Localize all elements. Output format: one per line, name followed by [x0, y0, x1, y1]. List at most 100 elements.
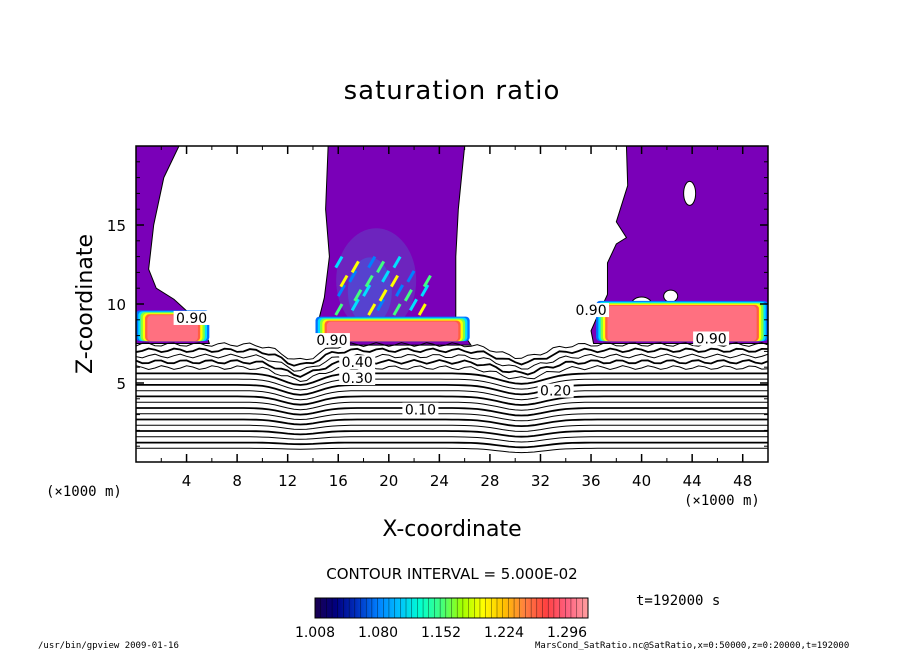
- contour-line: [136, 436, 768, 443]
- clear-hole-3: [663, 289, 679, 303]
- supersaturated-inner: [347, 257, 392, 326]
- contour-label: 0.10: [405, 403, 436, 419]
- clear-hole-1: [683, 180, 697, 206]
- contour-label: 0.20: [540, 384, 571, 400]
- contour-line: [136, 390, 768, 401]
- contour-interval-label: CONTOUR INTERVAL = 5.000E-02: [326, 565, 578, 583]
- contour-label: 0.90: [316, 333, 347, 349]
- x-tick-label: 48: [733, 472, 752, 490]
- contour-line: [136, 365, 768, 383]
- contour-line: [136, 418, 768, 428]
- plume-speckle: [367, 255, 377, 269]
- contour-line: [136, 395, 768, 406]
- plume-speckle: [378, 289, 388, 302]
- contour-line: [136, 384, 768, 396]
- contour-line: [136, 358, 768, 378]
- x-tick-label: 40: [632, 472, 651, 490]
- contour-line: [136, 447, 768, 454]
- x-tick-label: 20: [379, 472, 398, 490]
- y-axis-ticks: 5 10 15: [107, 161, 768, 447]
- plume-speckle: [392, 303, 402, 316]
- plume-speckle: [348, 270, 358, 283]
- saturated-region-3: [590, 146, 768, 344]
- colorbar-ticks: 1.008 1.080 1.152 1.224 1.296: [295, 625, 587, 641]
- chart-title: saturation ratio: [343, 76, 561, 106]
- x-tick-label: 24: [430, 472, 449, 490]
- contour-line: [136, 441, 768, 449]
- plume-speckle: [336, 284, 346, 297]
- plume-speckle: [417, 303, 427, 316]
- plume-speckle: [408, 298, 418, 312]
- plume-speckle: [381, 270, 391, 283]
- x-tick-label: 16: [329, 472, 348, 490]
- contour-line: [136, 378, 768, 391]
- contour-line: [136, 372, 768, 386]
- x-tick-label: 8: [232, 472, 242, 490]
- cloud-base-layer-3-6: [607, 305, 757, 342]
- plume-speckle: [422, 274, 432, 288]
- colorbar-stripes: [320, 598, 583, 618]
- x-axis-title: X-coordinate: [382, 517, 521, 542]
- y-tick-label: 10: [107, 296, 126, 314]
- x-tick-label: 12: [278, 472, 297, 490]
- y-tick-label: 5: [116, 375, 126, 393]
- contour-line: [136, 424, 768, 432]
- plume-speckle: [392, 255, 402, 269]
- colorbar-tick-label: 1.008: [295, 625, 335, 641]
- x-tick-label: 44: [683, 472, 702, 490]
- y-axis-title: Z-coordinate: [73, 234, 98, 374]
- plume-speckle: [376, 298, 386, 312]
- time-label: t=192000 s: [636, 593, 721, 609]
- contour-line: [136, 430, 768, 438]
- plume-speckle: [367, 303, 377, 316]
- contour-label-bg: [693, 331, 730, 346]
- plume-speckle: [362, 284, 372, 297]
- plume-speckle: [334, 303, 344, 316]
- colorbar-tick-label: 1.152: [421, 625, 461, 641]
- x-tick-label: 4: [182, 472, 192, 490]
- x-unit-label-left: (×1000 m): [46, 484, 122, 500]
- contour-label-bg: [402, 402, 439, 417]
- plume-speckle: [403, 289, 413, 302]
- contour-line: [136, 407, 768, 417]
- cloud-base-layer-2-6: [326, 321, 459, 342]
- colorbar-tick-label: 1.296: [547, 625, 587, 641]
- contour-line: [136, 347, 768, 367]
- contour-label-bg: [573, 303, 610, 318]
- plume-speckle: [420, 284, 430, 297]
- contour-label: 0.90: [575, 303, 606, 319]
- contour-label-bg: [173, 310, 210, 325]
- contour-line: [136, 342, 768, 361]
- colorbar-tick-label: 1.224: [484, 625, 524, 641]
- plot-content: 0.10 0.20 0.300.40 0.90 0.90 0.90 0.90: [136, 146, 768, 454]
- colorbar-tick-label: 1.080: [358, 625, 398, 641]
- contour-label: 0.30: [342, 371, 373, 387]
- plume-speckle: [364, 274, 374, 288]
- plume-speckle: [390, 274, 399, 288]
- x-axis-ticks: 4 8 12 16 20 24 28 32 36 40 44 48: [160, 146, 752, 490]
- contour-label-bg: [313, 333, 350, 348]
- contour-label-bg: [339, 371, 376, 385]
- plume-speckle: [406, 270, 416, 283]
- x-tick-label: 28: [480, 472, 499, 490]
- plume-speckle: [334, 255, 344, 269]
- contour-label-bg: [537, 383, 574, 398]
- contour-label: 0.40: [342, 355, 373, 371]
- footer-data-source: MarsCond_SatRatio.nc@SatRatio,x=0:50000,…: [535, 641, 850, 651]
- x-tick-label: 32: [531, 472, 550, 490]
- contour-line: [136, 413, 768, 422]
- contour-label-bg: [339, 355, 376, 370]
- plume-speckle: [376, 260, 386, 274]
- plume-speckle: [353, 289, 363, 302]
- contour-line: [136, 353, 768, 372]
- x-unit-label-right: (×1000 m): [684, 493, 760, 509]
- y-tick-label: 15: [107, 217, 126, 235]
- contour-line: [136, 401, 768, 411]
- plume-speckle: [350, 298, 360, 312]
- plume-speckle: [395, 284, 405, 297]
- plume-speckle: [339, 274, 349, 288]
- contour-label: 0.90: [176, 311, 207, 327]
- footer-program-date: /usr/bin/gpview 2009-01-16: [38, 641, 179, 651]
- contour-label: 0.90: [696, 332, 727, 348]
